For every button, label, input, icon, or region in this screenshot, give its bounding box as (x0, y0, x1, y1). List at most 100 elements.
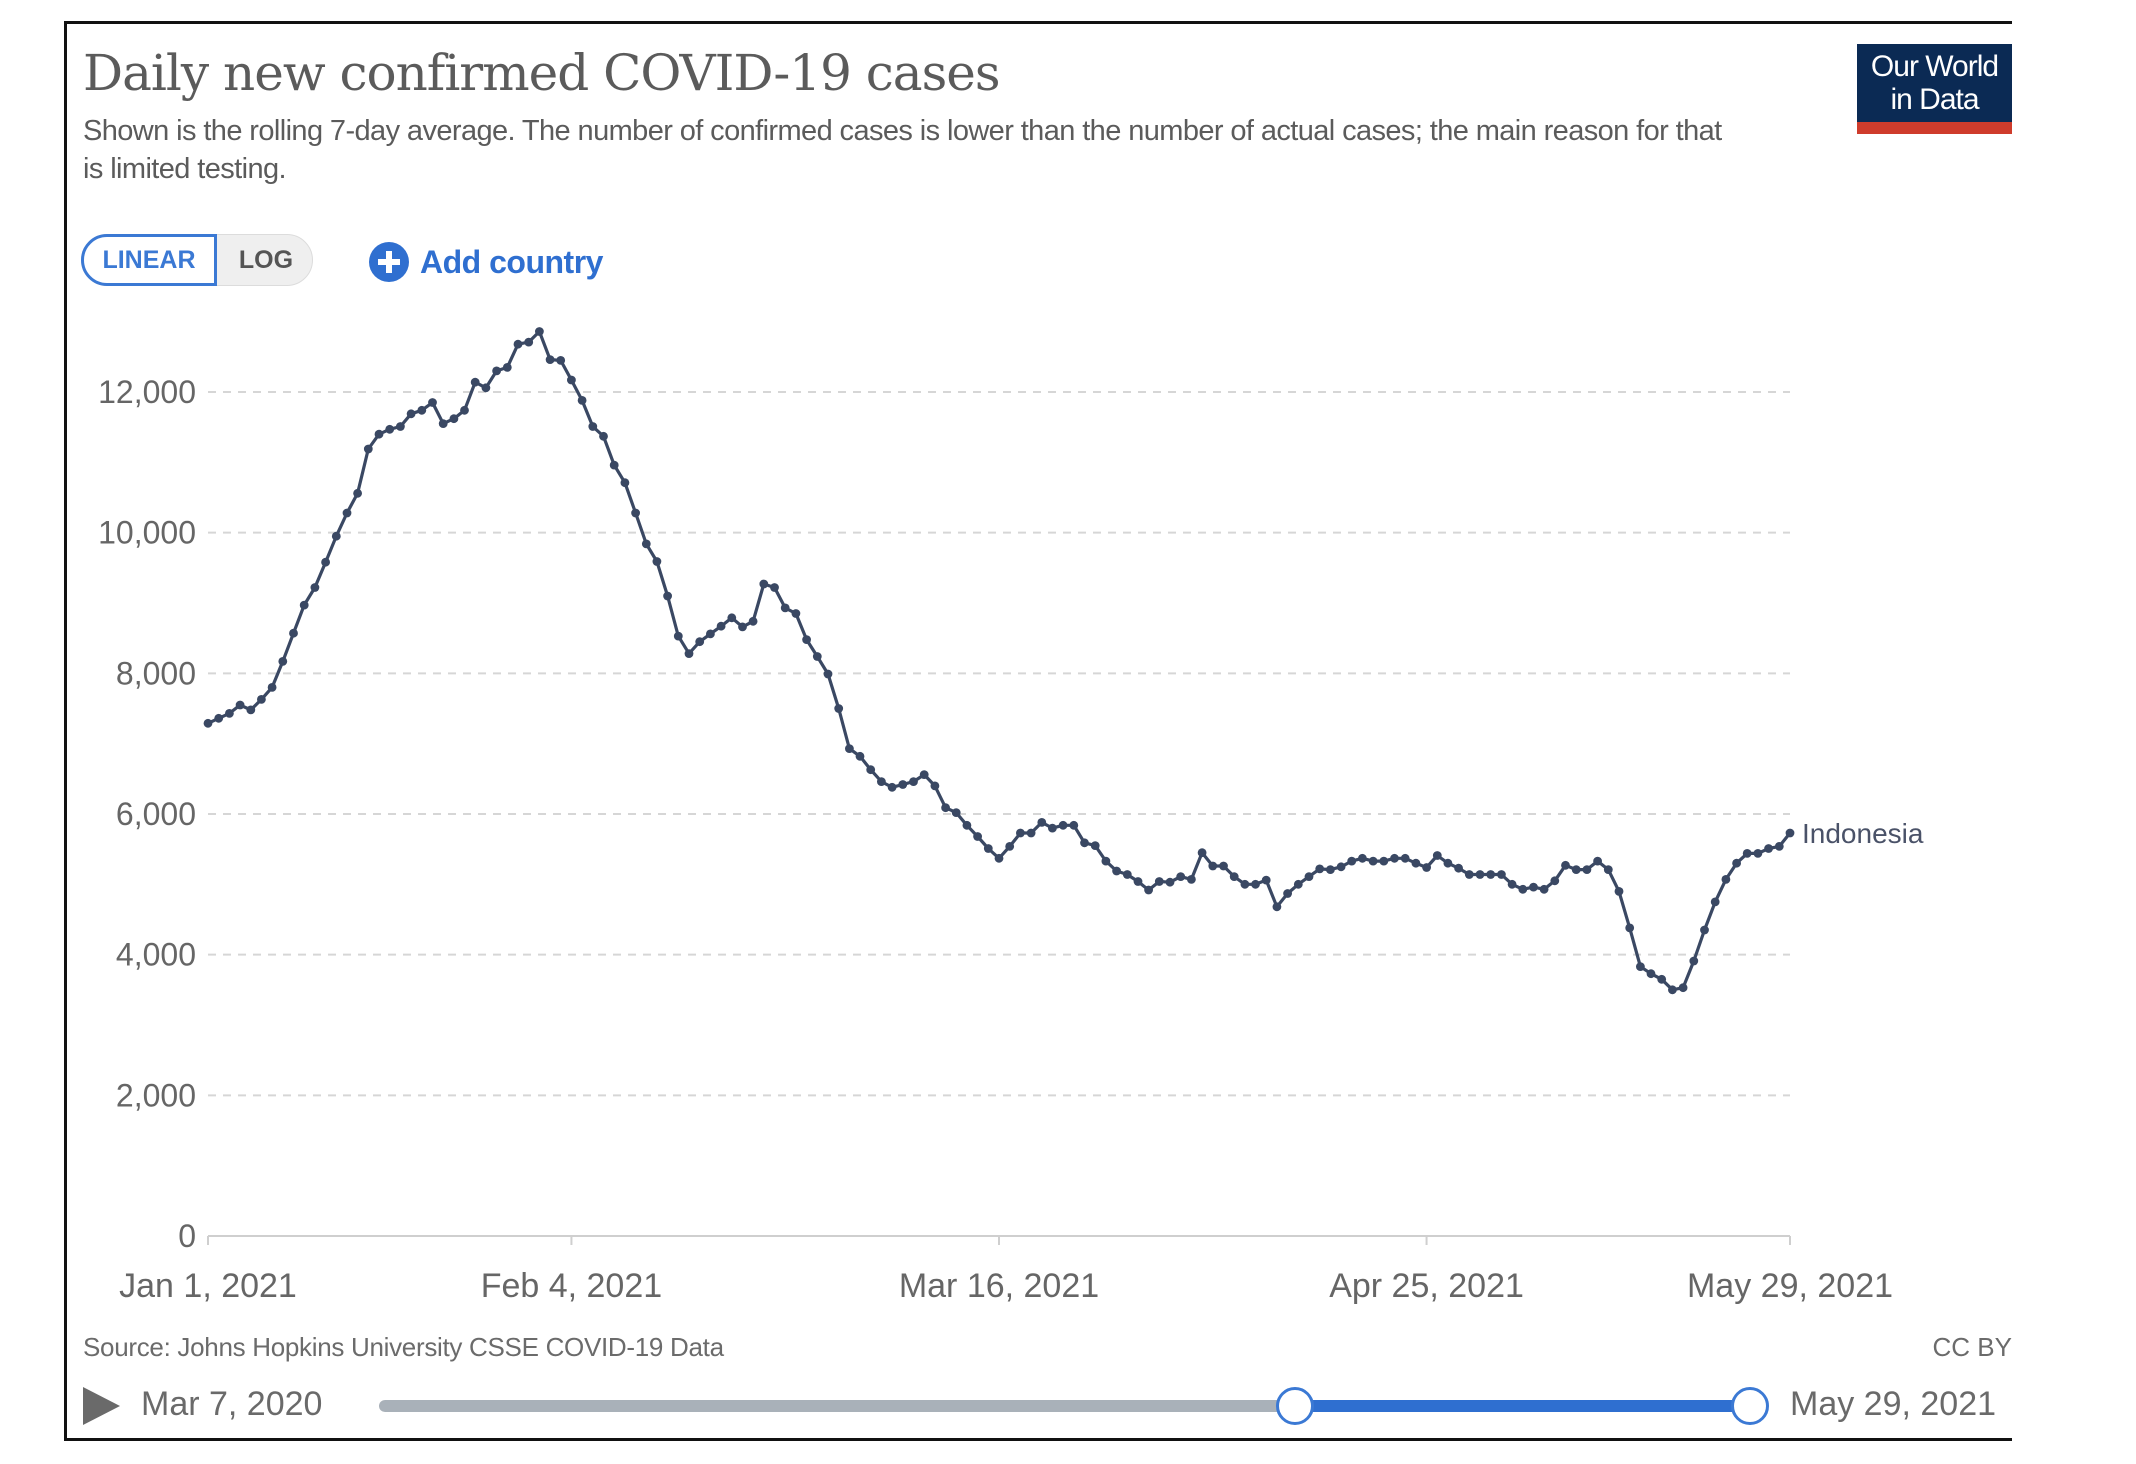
data-point[interactable] (1026, 828, 1036, 838)
data-point[interactable] (802, 635, 811, 644)
source-note[interactable]: Source: Johns Hopkins University CSSE CO… (83, 1332, 724, 1362)
data-point[interactable] (919, 770, 929, 779)
data-point[interactable] (1379, 856, 1389, 866)
data-point[interactable] (567, 375, 576, 385)
data-point[interactable] (983, 844, 993, 853)
data-point[interactable] (278, 657, 288, 666)
data-point[interactable] (663, 591, 672, 601)
data-point[interactable] (1507, 879, 1517, 889)
data-point[interactable] (1251, 879, 1260, 889)
data-point[interactable] (1112, 866, 1121, 876)
data-point[interactable] (225, 709, 234, 718)
timeline-end-handle[interactable] (1731, 1387, 1769, 1425)
data-point[interactable] (310, 583, 320, 592)
data-point[interactable] (1689, 956, 1699, 966)
data-point[interactable] (812, 652, 822, 661)
data-point[interactable] (235, 700, 245, 710)
data-point[interactable] (898, 780, 908, 789)
data-point[interactable] (887, 782, 897, 792)
data-point[interactable] (588, 422, 598, 431)
data-point[interactable] (1058, 820, 1068, 830)
data-point[interactable] (214, 713, 224, 723)
timeline-start-handle[interactable] (1275, 1387, 1314, 1425)
data-point[interactable] (257, 695, 266, 704)
data-point[interactable] (577, 396, 587, 405)
data-point[interactable] (331, 531, 341, 541)
data-point[interactable] (1037, 818, 1047, 827)
data-point[interactable] (1390, 853, 1399, 863)
data-point[interactable] (1497, 870, 1506, 879)
data-point[interactable] (513, 339, 523, 349)
data-point[interactable] (1742, 849, 1752, 858)
data-point[interactable] (1219, 861, 1228, 871)
data-point[interactable] (1197, 848, 1207, 858)
data-point[interactable] (1422, 863, 1431, 872)
data-point[interactable] (1657, 974, 1667, 984)
data-point[interactable] (1069, 820, 1079, 830)
data-point[interactable] (877, 777, 886, 786)
data-point[interactable] (556, 356, 566, 365)
data-point[interactable] (1176, 872, 1186, 881)
data-point[interactable] (631, 508, 640, 518)
data-point[interactable] (1240, 879, 1250, 889)
data-point[interactable] (1432, 851, 1442, 860)
owid-logo[interactable]: Our World in Data (1857, 44, 2012, 134)
data-point[interactable] (1454, 863, 1463, 873)
data-point[interactable] (1261, 875, 1271, 885)
data-point[interactable] (1561, 860, 1570, 870)
data-point[interactable] (1636, 962, 1645, 971)
data-point[interactable] (1582, 865, 1592, 874)
data-point[interactable] (855, 751, 865, 761)
play-icon[interactable] (83, 1387, 120, 1425)
data-point[interactable] (1400, 853, 1410, 863)
data-point[interactable] (1283, 889, 1292, 898)
data-point[interactable] (299, 600, 309, 610)
data-point[interactable] (524, 337, 534, 347)
data-point[interactable] (428, 398, 437, 407)
data-point[interactable] (1326, 865, 1335, 874)
data-point[interactable] (203, 718, 213, 728)
data-point[interactable] (1080, 838, 1089, 848)
data-point[interactable] (706, 629, 715, 639)
data-point[interactable] (545, 355, 555, 364)
data-point[interactable] (930, 781, 940, 791)
data-point[interactable] (770, 583, 779, 592)
data-point[interactable] (1464, 870, 1474, 879)
linear-scale-button[interactable]: LINEAR (81, 234, 217, 286)
data-point[interactable] (1208, 861, 1218, 871)
data-point[interactable] (609, 460, 619, 470)
data-point[interactable] (1678, 983, 1688, 993)
data-point[interactable] (1571, 865, 1581, 874)
data-point[interactable] (481, 383, 491, 393)
data-point[interactable] (396, 422, 405, 431)
data-point[interactable] (535, 327, 544, 336)
data-point[interactable] (1315, 864, 1325, 874)
data-point[interactable] (1048, 823, 1057, 833)
data-point[interactable] (321, 557, 330, 567)
data-point[interactable] (353, 488, 362, 498)
data-point[interactable] (1764, 844, 1773, 853)
data-point[interactable] (267, 683, 277, 692)
data-point[interactable] (1090, 841, 1100, 850)
data-point[interactable] (1101, 856, 1111, 866)
data-point[interactable] (716, 621, 726, 631)
data-point[interactable] (845, 744, 854, 753)
data-point[interactable] (1005, 842, 1015, 851)
data-point[interactable] (1293, 879, 1303, 889)
data-point[interactable] (1358, 853, 1367, 863)
data-point[interactable] (941, 803, 950, 813)
data-point[interactable] (1165, 877, 1175, 887)
data-point[interactable] (1732, 858, 1741, 868)
data-point[interactable] (1133, 877, 1143, 886)
data-point[interactable] (492, 366, 501, 376)
data-point[interactable] (1411, 858, 1421, 868)
data-point[interactable] (823, 669, 833, 679)
data-point[interactable] (1721, 875, 1731, 884)
data-point[interactable] (1539, 884, 1549, 894)
data-point[interactable] (342, 508, 352, 518)
data-point[interactable] (695, 637, 705, 647)
data-point[interactable] (417, 405, 427, 415)
data-point[interactable] (1304, 872, 1314, 881)
data-point[interactable] (1710, 897, 1720, 907)
data-point[interactable] (1443, 858, 1453, 868)
